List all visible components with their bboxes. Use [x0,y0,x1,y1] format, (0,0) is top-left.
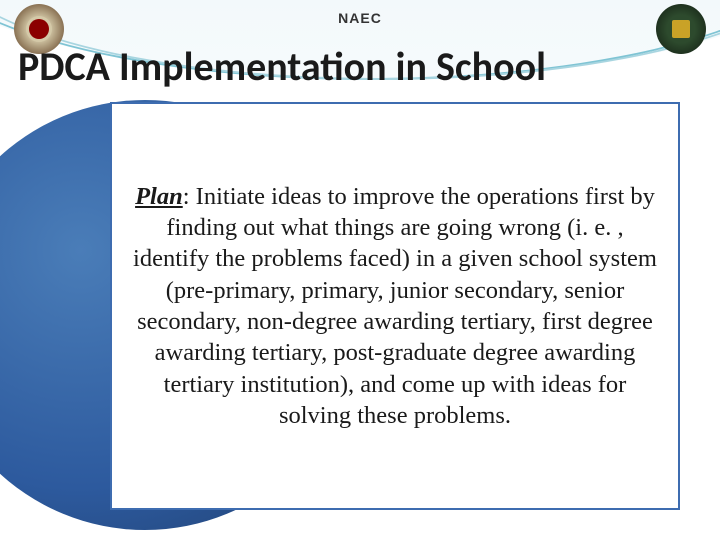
plan-label: Plan [135,183,183,210]
content-box: Plan: Initiate ideas to improve the oper… [110,102,680,510]
military-badge-icon [656,4,706,54]
body-text: : Initiate ideas to improve the operatio… [133,183,657,430]
org-label: NAEC [338,10,382,26]
page-title: PDCA Implementation in School [18,42,546,91]
content-text: Plan: Initiate ideas to improve the oper… [126,181,664,432]
